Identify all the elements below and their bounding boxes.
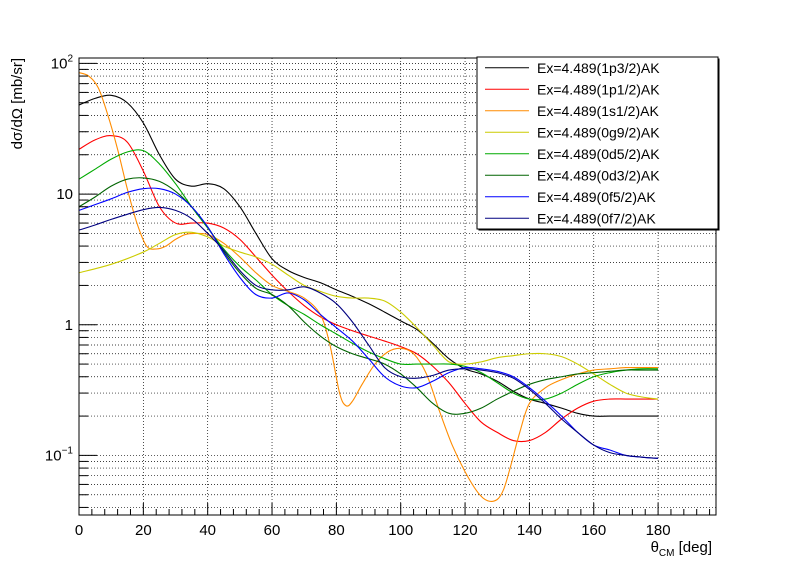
y-tick-label: 10−1: [45, 445, 74, 464]
axes: 0 20 40 60 80 100 120 140 160 180 10−1 1 10 102: [45, 53, 711, 539]
legend-entry: Ex=4.489(0d5/2)AK: [537, 146, 660, 162]
series-line: [78, 72, 659, 502]
legend-entry: Ex=4.489(1p1/2)AK: [537, 81, 660, 97]
series-line: [78, 206, 659, 459]
plot-frame: [78, 57, 717, 516]
x-tick-label: 60: [264, 522, 281, 539]
series-lines: [78, 72, 659, 502]
y-axis-label: dσ/dΩ [mb/sr]: [9, 58, 26, 149]
y-tick-label: 102: [51, 53, 74, 72]
series-line: [78, 231, 659, 400]
legend-entry: Ex=4.489(0g9/2)AK: [537, 124, 660, 140]
grid: [78, 58, 716, 515]
legend-entry: Ex=4.489(1s1/2)AK: [537, 103, 659, 119]
series-line: [78, 187, 659, 459]
y-tick-label: 1: [65, 317, 73, 334]
legend-box: [476, 56, 719, 230]
x-tick-label: 100: [388, 522, 413, 539]
x-axis-label: θCM [deg]: [651, 539, 712, 559]
x-tick-label: 160: [581, 522, 606, 539]
x-axis-label-main: θ: [651, 539, 659, 556]
legend-entry: Ex=4.489(0d3/2)AK: [537, 167, 660, 183]
x-tick-label: 20: [135, 522, 152, 539]
legend-entry: Ex=4.489(0f7/2)AK: [537, 210, 656, 226]
x-tick-label: 40: [199, 522, 216, 539]
legend: Ex=4.489(1p3/2)AK Ex=4.489(1p1/2)AK Ex=4.4…: [476, 56, 720, 231]
series-line: [78, 149, 659, 401]
y-tick-label: 10: [56, 186, 73, 203]
x-axis-label-rest: [deg]: [674, 539, 712, 556]
x-tick-label: 0: [75, 522, 83, 539]
x-tick-label: 80: [328, 522, 345, 539]
x-tick-label: 140: [517, 522, 542, 539]
series-line: [78, 94, 659, 417]
legend-entry: Ex=4.489(1p3/2)AK: [537, 60, 660, 76]
x-tick-label: 120: [453, 522, 478, 539]
x-tick-label: 180: [646, 522, 671, 539]
x-axis-label-sub: CM: [659, 548, 675, 559]
legend-entry: Ex=4.489(0f5/2)AK: [537, 189, 656, 205]
